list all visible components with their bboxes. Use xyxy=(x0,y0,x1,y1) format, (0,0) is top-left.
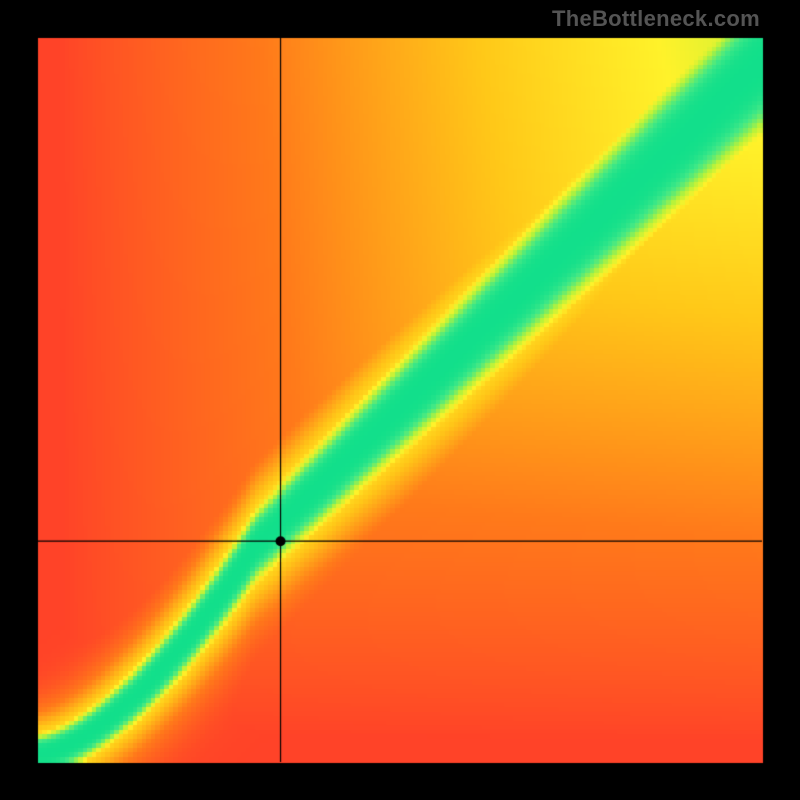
watermark-text: TheBottleneck.com xyxy=(552,6,760,32)
chart-container: TheBottleneck.com xyxy=(0,0,800,800)
heatmap-canvas xyxy=(0,0,800,800)
